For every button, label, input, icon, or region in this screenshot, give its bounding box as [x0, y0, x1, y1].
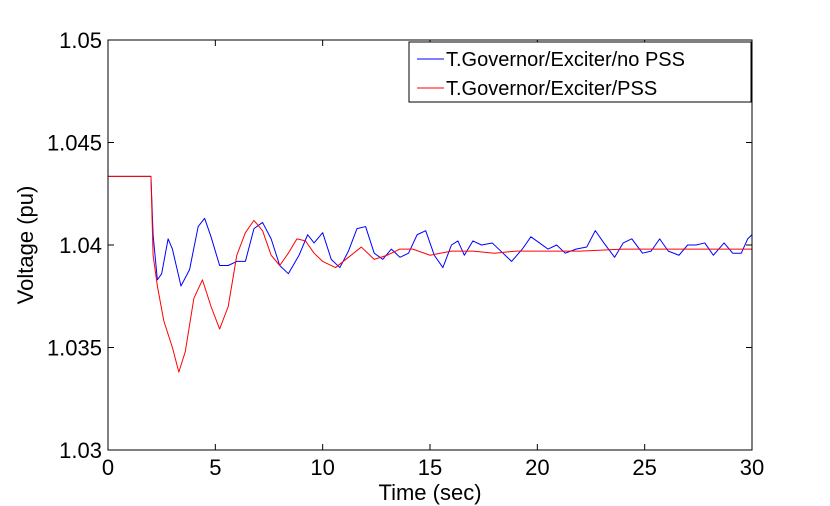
x-tick-label: 20 [525, 455, 549, 480]
y-axis-ticks: 1.03 1.035 1.04 1.045 1.05 [47, 28, 752, 463]
x-tick-label: 25 [632, 455, 656, 480]
plot-frame [107, 39, 753, 451]
x-axis-ticks: 0 5 10 15 20 25 30 [102, 40, 764, 480]
series-line-no-pss [108, 175, 753, 287]
y-tick-label: 1.03 [59, 438, 102, 463]
y-tick-label: 1.05 [59, 28, 102, 53]
y-tick-label: 1.035 [47, 336, 102, 361]
legend-box [408, 41, 752, 103]
legend-label-no-pss: T.Governor/Exciter/no PSS [446, 49, 685, 71]
legend-label-pss: T.Governor/Exciter/PSS [446, 78, 657, 100]
plot-background [108, 40, 752, 450]
x-tick-label: 0 [102, 455, 114, 480]
y-tick-label: 1.04 [59, 233, 102, 258]
series-layer [108, 175, 753, 373]
x-tick-label: 10 [310, 455, 334, 480]
x-tick-label: 5 [209, 455, 221, 480]
x-axis-label: Time (sec) [378, 480, 481, 505]
x-tick-label: 15 [418, 455, 442, 480]
y-axis-label: Voltage (pu) [13, 186, 38, 305]
legend: T.Governor/Exciter/no PSS T.Governor/Exc… [408, 41, 752, 103]
y-tick-label: 1.045 [47, 131, 102, 156]
x-tick-label: 30 [740, 455, 764, 480]
series-line-pss [108, 175, 752, 373]
